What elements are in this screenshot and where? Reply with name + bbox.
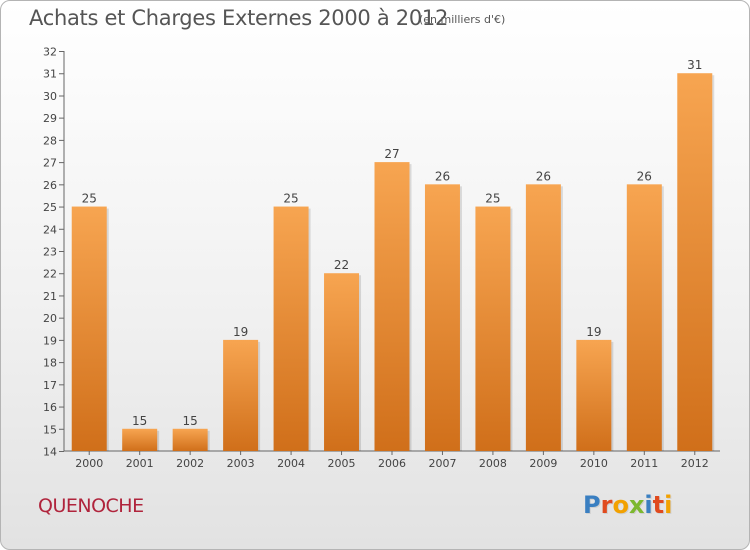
bar-2005 [324, 273, 360, 451]
y-tick-label: 22 [43, 268, 57, 281]
bar-2002 [172, 428, 208, 451]
y-tick-label: 15 [43, 423, 57, 436]
bars [71, 73, 715, 452]
y-tick-label: 31 [43, 68, 57, 81]
y-tick-label: 18 [43, 357, 57, 370]
bar-2011 [626, 184, 662, 452]
logo-letter: P [583, 491, 601, 519]
labels: 25 15 15 19 25 22 27 26 25 26 19 26 31 [82, 58, 703, 428]
bar-2007 [424, 184, 460, 452]
y-tick-label: 17 [43, 379, 57, 392]
bar-2000 [71, 206, 107, 451]
data-label: 26 [536, 169, 551, 183]
x-tick-label: 2000 [75, 457, 103, 470]
bar-2010 [576, 339, 612, 451]
x-tick-label: 2007 [428, 457, 456, 470]
bar-2009 [525, 184, 561, 452]
x-tick-label: 2008 [479, 457, 507, 470]
logo-letter: i [664, 491, 673, 519]
data-label: 22 [334, 258, 349, 272]
data-label: 19 [233, 325, 248, 339]
logo-letter: t [652, 491, 665, 519]
logo-letter: x [628, 491, 645, 519]
x-tick-label: 2012 [681, 457, 709, 470]
data-label: 31 [687, 58, 702, 72]
chart-subtitle: (en milliers d'€) [419, 13, 506, 26]
data-label: 15 [183, 414, 198, 428]
y-tick-label: 20 [43, 312, 57, 325]
bar-2008 [475, 206, 511, 451]
data-label: 26 [637, 169, 652, 183]
data-label: 25 [283, 192, 298, 206]
data-label: 19 [586, 325, 601, 339]
logo-letter: i [644, 491, 653, 519]
x-tick-label: 2010 [580, 457, 608, 470]
x-tick-label: 2005 [328, 457, 356, 470]
y-tick-label: 19 [43, 334, 57, 347]
chart-title: Achats et Charges Externes 2000 à 2012 [29, 6, 449, 30]
y-tick-label: 25 [43, 201, 57, 214]
bar-2001 [122, 428, 158, 451]
logo-letter: r [600, 491, 613, 519]
y-tick-label: 23 [43, 246, 57, 259]
data-label: 15 [132, 414, 147, 428]
data-label: 27 [384, 147, 399, 161]
y-tick-label: 29 [43, 112, 57, 125]
bar-2004 [273, 206, 309, 451]
y-tick-label: 24 [43, 223, 57, 236]
bar-2003 [223, 339, 259, 451]
y-tick-label: 27 [43, 157, 57, 170]
data-label: 26 [435, 169, 450, 183]
bar-2006 [374, 162, 410, 451]
y-tick-label: 32 [43, 46, 57, 59]
commune-name: QUENOCHE [38, 495, 144, 517]
data-label: 25 [82, 192, 97, 206]
y-tick-label: 26 [43, 179, 57, 192]
bar-2012 [677, 73, 713, 451]
x-tick-label: 2006 [378, 457, 406, 470]
axes: 14 15 16 17 18 19 20 21 22 23 24 25 26 27 28 29 30 31 32 20… [43, 46, 720, 470]
logo-letter: o [612, 491, 629, 519]
proxiti-logo[interactable]: Proxiti [583, 491, 672, 519]
x-tick-label: 2009 [529, 457, 557, 470]
y-tick-label: 16 [43, 401, 57, 414]
y-tick-label: 14 [43, 446, 57, 459]
data-label: 25 [485, 192, 500, 206]
y-tick-label: 21 [43, 290, 57, 303]
x-tick-label: 2011 [630, 457, 658, 470]
x-tick-label: 2002 [176, 457, 204, 470]
x-tick-label: 2001 [126, 457, 154, 470]
y-tick-label: 28 [43, 134, 57, 147]
x-tick-label: 2003 [227, 457, 255, 470]
x-tick-label: 2004 [277, 457, 305, 470]
y-tick-label: 30 [43, 90, 57, 103]
